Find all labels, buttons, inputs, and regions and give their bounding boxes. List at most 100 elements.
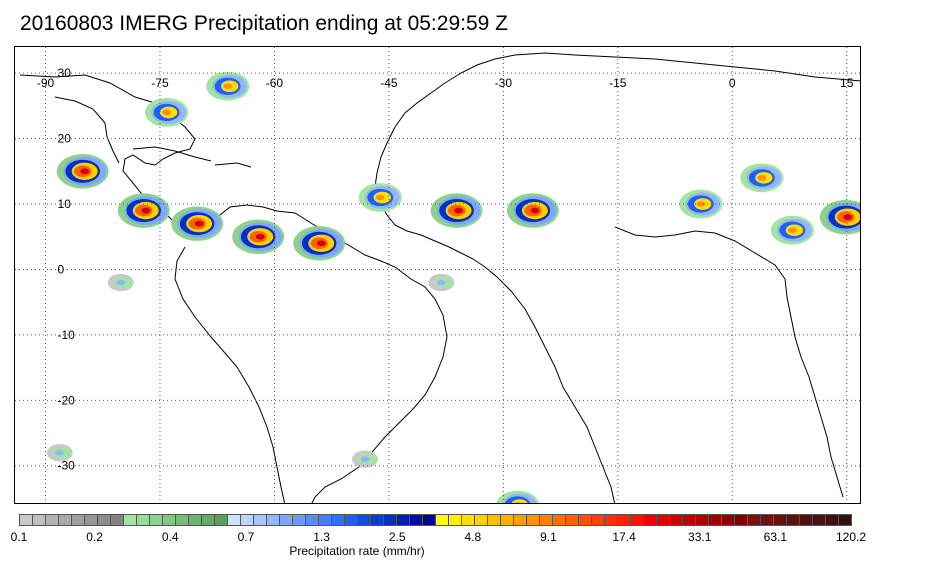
- colorbar-tick-label: 9.1: [540, 530, 557, 544]
- colorbar-tick-label: 0.7: [237, 530, 255, 544]
- colorbar-tick-label: 0.1: [10, 530, 28, 544]
- map-canvas: -90 -75 -60 -45 -30 -15 0 15 30 20 10 0 -10 -20 -30: [15, 47, 860, 503]
- colorbar-segment: [71, 514, 85, 526]
- longitude-label: 0: [729, 76, 736, 90]
- coastline-north-america: [19, 74, 212, 238]
- colorbar-segment: [799, 514, 813, 526]
- precip-cell: [819, 199, 860, 235]
- coastline-gulf: [54, 96, 120, 164]
- colorbar-segment: [58, 514, 72, 526]
- map-panel: -90 -75 -60 -45 -30 -15 0 15 30 20 10 0 -10 -20 -30: [14, 46, 861, 504]
- precip-contour: [511, 499, 528, 503]
- precip-cell: [506, 193, 559, 228]
- precip-contour: [696, 201, 706, 207]
- colorbar-segment: [227, 514, 241, 526]
- precip-cell: [428, 273, 455, 292]
- colorbar-segment: [838, 514, 852, 526]
- longitude-label: -75: [151, 76, 169, 90]
- latitude-label: -10: [58, 328, 76, 342]
- precip-cell: [358, 183, 402, 212]
- colorbar-segment: [643, 514, 657, 526]
- colorbar-segment: [201, 514, 215, 526]
- colorbar-segment: [539, 514, 553, 526]
- coastline-hispaniola: [214, 162, 252, 168]
- colorbar-segment: [253, 514, 267, 526]
- colorbar-segment: [669, 514, 683, 526]
- colorbar-title: Precipitation rate (mm/hr): [289, 544, 425, 558]
- precip-cell: [293, 226, 346, 261]
- precip-contour: [162, 109, 171, 116]
- colorbar-tick-label: 0.2: [86, 530, 103, 544]
- colorbar-segment: [266, 514, 280, 526]
- colorbar-segment: [136, 514, 150, 526]
- longitude-label: -30: [495, 76, 513, 90]
- colorbar-segment: [474, 514, 488, 526]
- precipitation-layer: [46, 71, 860, 503]
- colorbar-tick-label: 17.4: [612, 530, 636, 544]
- colorbar-segment: [552, 514, 566, 526]
- longitude-label: 15: [840, 76, 854, 90]
- precip-contour: [316, 240, 326, 247]
- colorbar-segment: [747, 514, 761, 526]
- colorbar-segment: [344, 514, 358, 526]
- graticule: [15, 47, 860, 503]
- coastline-gulf-of-guinea: [614, 226, 844, 498]
- colorbar-segment: [708, 514, 722, 526]
- colorbar-segment: [396, 514, 410, 526]
- colorbar-segment: [682, 514, 696, 526]
- longitude-label: -15: [609, 76, 627, 90]
- longitude-label: -90: [37, 76, 55, 90]
- precip-cell: [496, 490, 540, 503]
- precip-contour: [530, 207, 540, 214]
- colorbar-segment: [188, 514, 202, 526]
- colorbar-segment: [45, 514, 59, 526]
- precip-cell: [232, 219, 285, 255]
- colorbar-tick-label: 33.1: [688, 530, 712, 544]
- precip-contour: [223, 83, 232, 90]
- colorbar-segment: [487, 514, 501, 526]
- colorbar-segment: [773, 514, 787, 526]
- precip-cell: [770, 215, 814, 245]
- precip-contour: [788, 227, 797, 234]
- colorbar-segment: [279, 514, 293, 526]
- colorbar-segment: [578, 514, 592, 526]
- colorbar-segment: [292, 514, 306, 526]
- latitude-label: 10: [58, 197, 72, 211]
- precip-contour: [436, 279, 446, 286]
- colorbar-segment: [656, 514, 670, 526]
- colorbar-tick-label: 0.4: [161, 530, 179, 544]
- colorbar-tick-label: 63.1: [763, 530, 788, 544]
- colorbar-segment: [786, 514, 800, 526]
- precip-contour: [757, 174, 767, 181]
- colorbar-segment: [721, 514, 735, 526]
- longitude-label: -60: [266, 76, 284, 90]
- coastline-south-america-west: [174, 246, 286, 503]
- precip-cell: [46, 444, 73, 462]
- precip-contour: [80, 168, 89, 175]
- colorbar-segment: [240, 514, 254, 526]
- colorbar-segment: [357, 514, 371, 526]
- colorbar-tick-label: 2.5: [388, 530, 406, 544]
- latitude-label: 0: [58, 262, 65, 276]
- colorbar-segment: [84, 514, 98, 526]
- colorbar-segment: [526, 514, 540, 526]
- precip-contour: [141, 207, 151, 214]
- colorbar-segment: [149, 514, 163, 526]
- precip-cell: [740, 163, 784, 193]
- latitude-label: 30: [58, 66, 72, 80]
- colorbar-segment: [97, 514, 111, 526]
- precip-contour: [454, 207, 463, 214]
- colorbar-segment: [409, 514, 423, 526]
- precip-cell: [145, 98, 189, 127]
- precip-cell: [56, 154, 109, 189]
- colorbar-segment: [318, 514, 332, 526]
- colorbar-segment: [825, 514, 839, 526]
- latitude-label: 20: [58, 132, 72, 146]
- precip-cell: [679, 189, 723, 219]
- latitude-label: -30: [58, 459, 76, 473]
- graticule-labels: -90 -75 -60 -45 -30 -15 0 15 30 20 10 0 -10 -20 -30: [37, 66, 854, 473]
- colorbar-segment: [370, 514, 384, 526]
- precip-contour: [194, 220, 204, 227]
- colorbar-segment: [331, 514, 345, 526]
- colorbar-segment: [422, 514, 436, 526]
